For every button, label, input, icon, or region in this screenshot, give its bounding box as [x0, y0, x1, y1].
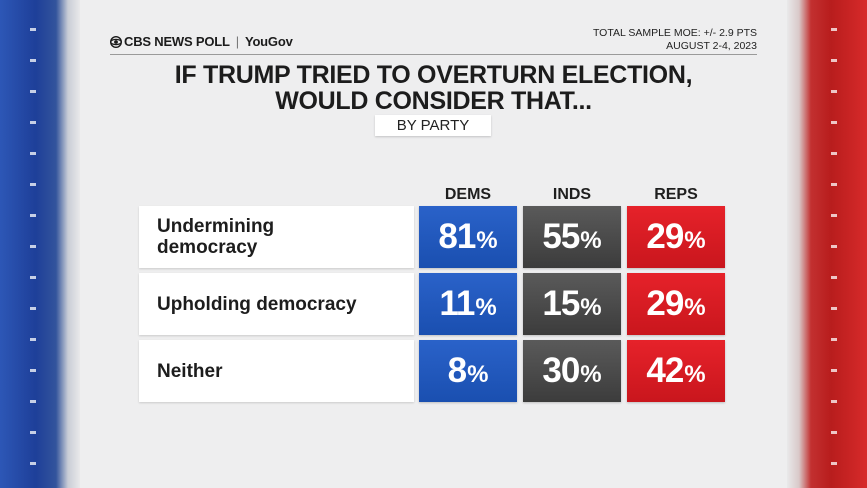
chart-subtitle: BY PARTY — [375, 115, 491, 136]
percent-sign: % — [580, 294, 602, 321]
cell-neither-reps: 42% — [627, 340, 725, 402]
value-label: 29 — [646, 217, 684, 256]
header-divider — [110, 54, 757, 55]
logo-separator: | — [235, 34, 239, 49]
sample-info: TOTAL SAMPLE MOE: +/- 2.9 PTS AUGUST 2-4… — [593, 27, 757, 53]
cell-neither-dems: 8% — [419, 340, 517, 402]
chart-title: IF TRUMP TRIED TO OVERTURN ELECTION, WOU… — [110, 62, 757, 114]
value-label: 42 — [646, 351, 684, 390]
row-label-text: Undermining democracy — [157, 216, 275, 258]
column-header-dems: DEMS — [444, 186, 492, 203]
percent-sign: % — [580, 361, 602, 388]
poll-dates: AUGUST 2-4, 2023 — [666, 40, 757, 52]
value-label: 30 — [542, 351, 580, 390]
right-banner-stripes — [831, 0, 837, 488]
row-label-neither: Neither — [139, 340, 414, 402]
percent-sign: % — [467, 361, 489, 388]
column-header-reps: REPS — [654, 186, 698, 203]
left-banner-stripes — [30, 0, 36, 488]
value-label: 29 — [646, 284, 684, 323]
value-label: 15 — [542, 284, 580, 323]
row-label-text: Upholding democracy — [157, 293, 357, 315]
row-label-upholding: Upholding democracy — [139, 273, 414, 335]
chart-title-line-1: IF TRUMP TRIED TO OVERTURN ELECTION, — [174, 61, 693, 89]
value-label: 55 — [542, 217, 580, 256]
percent-sign: % — [684, 361, 706, 388]
percent-sign: % — [475, 294, 497, 321]
value-label: 11 — [439, 284, 475, 323]
column-header-inds: INDS — [552, 186, 592, 203]
poll-logo: CBS NEWS POLL | YouGov — [110, 34, 293, 49]
margin-of-error: TOTAL SAMPLE MOE: +/- 2.9 PTS — [592, 27, 757, 39]
value-label: 81 — [438, 217, 476, 256]
cell-undermining-inds: 55% — [523, 206, 621, 268]
partner-name: YouGov — [244, 34, 293, 49]
cell-undermining-reps: 29% — [627, 206, 725, 268]
brand-name: CBS NEWS POLL — [124, 34, 230, 49]
row-label-text: Neither — [157, 360, 223, 382]
value-label: 8 — [447, 351, 467, 390]
cell-upholding-inds: 15% — [523, 273, 621, 335]
percent-sign: % — [476, 227, 498, 254]
chart-title-line-2: WOULD CONSIDER THAT... — [275, 87, 592, 115]
right-flag-banner — [787, 0, 867, 488]
cell-undermining-dems: 81% — [419, 206, 517, 268]
row-label-undermining: Undermining democracy — [139, 206, 414, 268]
cell-upholding-reps: 29% — [627, 273, 725, 335]
left-flag-banner — [0, 0, 80, 488]
percent-sign: % — [684, 227, 706, 254]
percent-sign: % — [684, 294, 706, 321]
cell-neither-inds: 30% — [523, 340, 621, 402]
percent-sign: % — [580, 227, 602, 254]
cbs-eye-icon — [110, 35, 122, 48]
cell-upholding-dems: 11% — [419, 273, 517, 335]
